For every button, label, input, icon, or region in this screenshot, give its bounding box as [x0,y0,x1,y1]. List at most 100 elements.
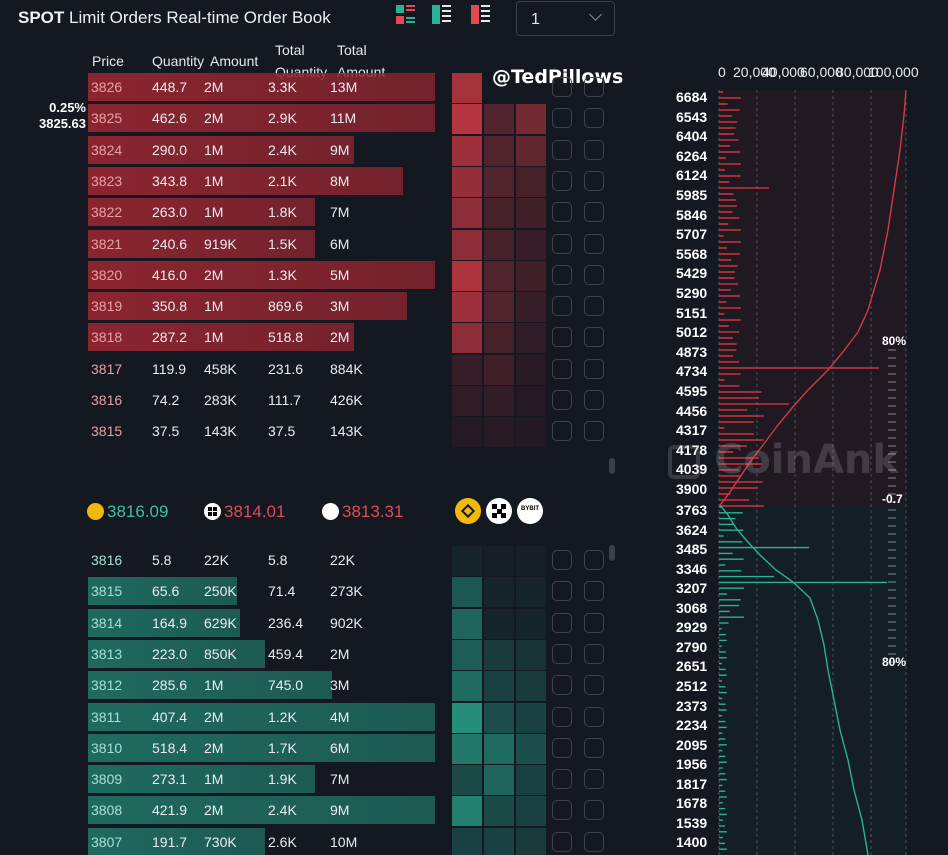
depth-ask-price-label: 5846 [676,206,708,223]
row-checkbox[interactable] [552,233,572,254]
row-checkbox[interactable] [552,358,572,379]
bid-row[interactable]: 3814 164.9 629K 236.4 902K [88,608,448,638]
row-checkbox[interactable] [584,421,604,442]
ask-row[interactable]: 3817 119.9 458K 231.6 884K [88,354,448,384]
bid-row[interactable]: 3812 285.6 1M 745.0 3M [88,670,448,700]
row-checkbox[interactable] [584,769,604,790]
row-checkbox[interactable] [552,170,572,191]
ask-amount-cell: 919K [204,235,237,252]
row-checkbox[interactable] [584,643,604,664]
row-checkbox[interactable] [552,77,572,97]
row-checkbox[interactable] [552,831,572,852]
ask-row[interactable]: 3818 287.2 1M 518.8 2M [88,322,448,352]
bid-row[interactable]: 3813 223.0 850K 459.4 2M [88,639,448,669]
ask-heat-cell [484,135,514,166]
bid-row[interactable]: 3815 65.6 250K 71.4 273K [88,576,448,606]
bid-heat-cell [516,827,546,855]
bid-price-cell: 3810 [91,739,123,756]
row-checkbox[interactable] [584,139,604,160]
row-checkbox[interactable] [584,108,604,129]
ask-row[interactable]: 3825 462.6 2M 2.9K 11M [88,103,448,133]
row-checkbox[interactable] [552,706,572,727]
bid-row[interactable]: 3807 191.7 730K 2.6K 10M [88,827,448,855]
ask-qty-cell: 448.7 [152,79,188,95]
row-checkbox[interactable] [584,737,604,758]
row-checkbox[interactable] [552,202,572,223]
row-checkbox[interactable] [552,421,572,442]
ask-row[interactable]: 3820 416.0 2M 1.3K 5M [88,260,448,290]
row-checkbox[interactable] [552,550,572,570]
ask-row[interactable]: 3815 37.5 143K 37.5 143K [88,416,448,446]
row-checkbox[interactable] [552,643,572,664]
bids-scrollbar[interactable] [609,545,615,561]
bybit-exchange-icon[interactable]: BYBIT [517,498,543,524]
ask-depth-bar [88,135,354,164]
bid-row[interactable]: 3816 5.8 22K 5.8 22K [88,545,448,575]
view-both-icon[interactable] [396,5,416,25]
ask-row[interactable]: 3823 343.8 1M 2.1K 8M [88,166,448,196]
row-checkbox[interactable] [552,769,572,790]
row-checkbox[interactable] [552,296,572,317]
row-checkbox[interactable] [584,831,604,852]
bid-row[interactable]: 3809 273.1 1M 1.9K 7M [88,764,448,794]
ask-heat-cell [452,417,482,448]
asks-scrollbar[interactable] [609,458,615,474]
row-checkbox[interactable] [584,233,604,254]
view-asks-icon[interactable] [471,5,491,25]
row-checkbox[interactable] [552,327,572,348]
bid-row[interactable]: 3811 407.4 2M 1.2K 4M [88,702,448,732]
ask-row[interactable]: 3816 74.2 283K 111.7 426K [88,385,448,415]
depth-ask-price-label: 6264 [676,147,708,164]
row-checkbox[interactable] [584,327,604,348]
row-checkbox[interactable] [584,675,604,696]
row-checkbox[interactable] [552,612,572,633]
row-checkbox[interactable] [552,800,572,821]
ask-heat-cell [516,260,546,291]
bid-row[interactable]: 3808 421.9 2M 2.4K 9M [88,795,448,825]
row-checkbox[interactable] [584,550,604,570]
row-checkbox[interactable] [552,390,572,410]
ask-heat-cell [452,166,482,197]
ask-row[interactable]: 3826 448.7 2M 3.3K 13M [88,72,448,102]
row-checkbox[interactable] [584,296,604,317]
bid-row[interactable]: 3810 518.4 2M 1.7K 6M [88,733,448,763]
ask-heat-cell [516,354,546,385]
row-checkbox[interactable] [552,737,572,758]
ask-row[interactable]: 3822 263.0 1M 1.8K 7M [88,197,448,227]
binance-exchange-icon[interactable] [455,498,481,524]
row-checkbox[interactable] [584,358,604,379]
ask-total-amount-cell: 6M [330,235,350,252]
bid-total-qty-cell: 2.6K [268,833,297,850]
bid-qty-cell: 5.8 [152,552,172,568]
bid-qty-cell: 407.4 [152,708,188,725]
bid-amount-cell: 1M [204,677,224,694]
ask-row[interactable]: 3824 290.0 1M 2.4K 9M [88,135,448,165]
row-checkbox[interactable] [584,581,604,602]
row-checkbox[interactable] [552,108,572,129]
row-checkbox[interactable] [584,390,604,410]
row-checkbox[interactable] [552,675,572,696]
bid-heat-cell [516,733,546,764]
row-checkbox[interactable] [552,139,572,160]
row-checkbox[interactable] [584,800,604,821]
ask-row[interactable]: 3821 240.6 919K 1.5K 6M [88,229,448,259]
ask-total-amount-cell: 7M [330,204,350,221]
ask-total-amount-cell: 9M [330,141,350,158]
row-checkbox[interactable] [584,202,604,223]
row-checkbox[interactable] [584,706,604,727]
ask-row[interactable]: 3819 350.8 1M 869.6 3M [88,291,448,321]
price-group-select[interactable]: 1 [516,1,615,36]
row-checkbox[interactable] [584,170,604,191]
price-group-value: 1 [531,11,540,28]
row-checkbox[interactable] [584,612,604,633]
okx-exchange-icon[interactable] [486,498,512,524]
view-bids-icon[interactable] [432,5,452,25]
ask-total-qty-cell: 2.4K [268,141,297,158]
lower-pct-label: 80% [882,655,907,669]
bid-price-cell: 3811 [91,708,122,725]
row-checkbox[interactable] [584,77,604,97]
row-checkbox[interactable] [552,581,572,602]
row-checkbox[interactable] [552,264,572,285]
ask-qty-cell: 343.8 [152,172,188,189]
row-checkbox[interactable] [584,264,604,285]
